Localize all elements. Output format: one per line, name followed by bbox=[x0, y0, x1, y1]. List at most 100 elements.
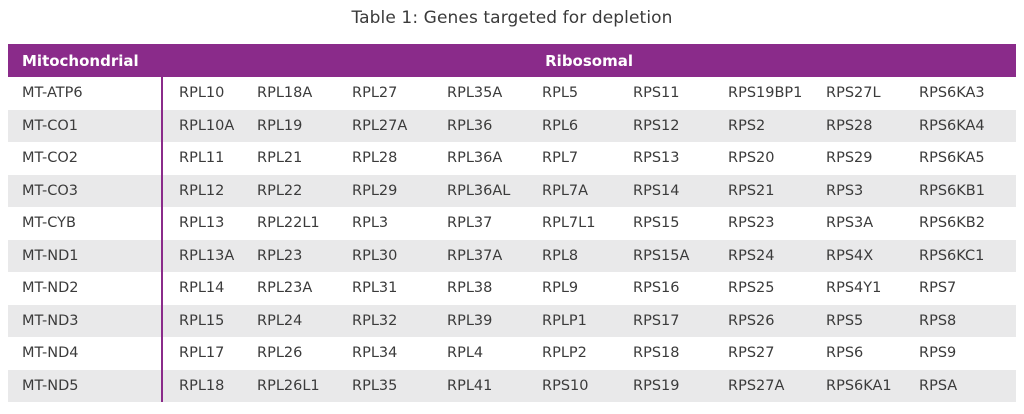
mitochondrial-gene-cell: MT-ATP6 bbox=[8, 77, 163, 110]
table-row: MT-CO1 RPL10A RPL19 RPL27A RPL36 RPL6 RPS12 RPS… bbox=[8, 109, 1017, 142]
ribosomal-gene-cell: RPL10 bbox=[179, 85, 225, 102]
ribosomal-gene-cell: RPL23 bbox=[257, 239, 352, 272]
ribosomal-gene-cell: RPL36A bbox=[447, 150, 503, 167]
genes-table-container: Mitochondrial Ribosomal MT-ATP6 RPL10 RPL1… bbox=[8, 44, 1017, 402]
ribosomal-gene-cell: RPS24 bbox=[728, 239, 826, 272]
ribosomal-gene-cell: RPL39 bbox=[447, 304, 542, 337]
ribosomal-gene-cell: RPS5 bbox=[826, 304, 919, 337]
ribosomal-gene-cell: RPL7A bbox=[542, 174, 633, 207]
ribosomal-gene-cell: RPS8 bbox=[919, 304, 1017, 337]
ribosomal-gene-cell: RPL35A bbox=[447, 85, 503, 102]
ribosomal-gene-cell: RPL41 bbox=[447, 369, 542, 402]
ribosomal-gene-cell: RPS12 bbox=[633, 109, 728, 142]
ribosomal-gene-cell: RPL37A bbox=[447, 239, 542, 272]
ribosomal-gene-cell: RPS6KB1 bbox=[919, 174, 1017, 207]
table-row: MT-CO2 RPL11 RPL21 RPL28 RPL36A RPL7 RPS13 RPS2… bbox=[8, 142, 1016, 175]
ribosomal-gene-cell: RPL6 bbox=[542, 109, 633, 142]
mitochondrial-gene-cell: MT-ND5 bbox=[8, 369, 163, 402]
ribosomal-header: Ribosomal bbox=[162, 44, 1017, 77]
table-row: MT-ND3 RPL15 RPL24 RPL32 RPL39 RPLP1 RPS17 RPS2… bbox=[8, 304, 1017, 337]
ribosomal-gene-cell: RPS28 bbox=[826, 109, 919, 142]
ribosomal-gene-cell: RPL38 bbox=[447, 280, 493, 297]
ribosomal-gene-cell: RPLP1 bbox=[542, 304, 633, 337]
ribosomal-gene-cell: RPS9 bbox=[919, 345, 957, 362]
ribosomal-gene-cell: RPS17 bbox=[633, 304, 728, 337]
ribosomal-gene-cell: RPS27 bbox=[728, 345, 775, 362]
ribosomal-gene-cell: RPS16 bbox=[633, 280, 680, 297]
ribosomal-gene-cell: RPS25 bbox=[728, 280, 775, 297]
genes-table: Mitochondrial Ribosomal MT-ATP6 RPL10 RPL1… bbox=[8, 44, 1017, 402]
ribosomal-gene-cell: RPL17 bbox=[179, 345, 225, 362]
ribosomal-gene-cell: RPL5 bbox=[542, 85, 579, 102]
ribosomal-gene-cell: RPS27A bbox=[728, 369, 826, 402]
mitochondrial-gene-cell: MT-CYB bbox=[8, 207, 163, 240]
ribosomal-gene-cell: RPL7L1 bbox=[542, 215, 596, 232]
ribosomal-gene-cell: RPL12 bbox=[162, 174, 257, 207]
table-row: MT-ND1 RPL13A RPL23 RPL30 RPL37A RPL8 RPS15A RP… bbox=[8, 239, 1017, 272]
ribosomal-gene-cell: RPS27L bbox=[826, 85, 881, 102]
ribosomal-gene-cell: RPS7 bbox=[919, 280, 957, 297]
ribosomal-gene-cell: RPL34 bbox=[352, 345, 398, 362]
ribosomal-gene-cell: RPS23 bbox=[728, 215, 775, 232]
table-row: MT-ND4 RPL17 RPL26 RPL34 RPL4 RPLP2 RPS18 RPS27… bbox=[8, 337, 1016, 370]
ribosomal-gene-cell: RPL22L1 bbox=[257, 215, 320, 232]
mitochondrial-gene-cell: MT-CO2 bbox=[8, 142, 163, 175]
ribosomal-gene-cell: RPL19 bbox=[257, 109, 352, 142]
table-row: MT-ND2 RPL14 RPL23A RPL31 RPL38 RPL9 RPS16 RPS2… bbox=[8, 272, 1016, 305]
ribosomal-gene-cell: RPS19 bbox=[633, 369, 728, 402]
ribosomal-gene-cell: RPL13 bbox=[179, 215, 225, 232]
ribosomal-gene-cell: RPL15 bbox=[162, 304, 257, 337]
ribosomal-gene-cell: RPL22 bbox=[257, 174, 352, 207]
mitochondrial-gene-cell: MT-CO1 bbox=[8, 109, 163, 142]
ribosomal-gene-cell: RPL18 bbox=[162, 369, 257, 402]
table-row: MT-CO3 RPL12 RPL22 RPL29 RPL36AL RPL7A RPS14 RP… bbox=[8, 174, 1017, 207]
ribosomal-gene-cell: RPS4Y1 bbox=[826, 280, 882, 297]
mitochondrial-gene-cell: MT-ND3 bbox=[8, 304, 163, 337]
ribosomal-gene-cell: RPS3A bbox=[826, 215, 874, 232]
ribosomal-gene-cell: RPS6KA1 bbox=[826, 369, 919, 402]
ribosomal-gene-cell: RPL11 bbox=[179, 150, 225, 167]
ribosomal-gene-cell: RPL18A bbox=[257, 85, 313, 102]
ribosomal-gene-cell: RPL35 bbox=[352, 369, 447, 402]
ribosomal-gene-cell: RPL36AL bbox=[447, 174, 542, 207]
ribosomal-gene-cell: RPS15A bbox=[633, 239, 728, 272]
header-row: Mitochondrial Ribosomal bbox=[8, 44, 1017, 77]
ribosomal-gene-cell: RPL29 bbox=[352, 174, 447, 207]
ribosomal-gene-cell: RPS29 bbox=[826, 150, 873, 167]
ribosomal-gene-cell: RPL4 bbox=[447, 345, 484, 362]
ribosomal-gene-cell: RPL37 bbox=[447, 215, 493, 232]
ribosomal-gene-cell: RPL27A bbox=[352, 109, 447, 142]
mitochondrial-gene-cell: MT-ND2 bbox=[8, 272, 163, 305]
table-row: MT-ATP6 RPL10 RPL18A RPL27 RPL35A RPL5 RPS11 RP… bbox=[8, 77, 1016, 110]
ribosomal-gene-cell: RPL7 bbox=[542, 150, 579, 167]
ribosomal-gene-cell: RPL24 bbox=[257, 304, 352, 337]
ribosomal-gene-cell: RPL26L1 bbox=[257, 369, 352, 402]
ribosomal-gene-cell: RPS6KA3 bbox=[919, 85, 985, 102]
ribosomal-gene-cell: RPSA bbox=[919, 369, 1017, 402]
ribosomal-gene-cell: RPS4X bbox=[826, 239, 919, 272]
table-row: MT-ND5 RPL18 RPL26L1 RPL35 RPL41 RPS10 RPS19 RP… bbox=[8, 369, 1017, 402]
ribosomal-gene-cell: RPS6 bbox=[826, 345, 864, 362]
ribosomal-gene-cell: RPS19BP1 bbox=[728, 85, 803, 102]
mitochondrial-gene-cell: MT-CO3 bbox=[8, 174, 163, 207]
ribosomal-gene-cell: RPS21 bbox=[728, 174, 826, 207]
ribosomal-gene-cell: RPS6KA5 bbox=[919, 150, 985, 167]
mitochondrial-header: Mitochondrial bbox=[8, 44, 162, 77]
ribosomal-gene-cell: RPL27 bbox=[352, 85, 398, 102]
table-row: MT-CYB RPL13 RPL22L1 RPL3 RPL37 RPL7L1 RPS15 RP… bbox=[8, 207, 1016, 240]
table-caption: Table 1: Genes targeted for depletion bbox=[351, 8, 673, 28]
ribosomal-gene-cell: RPS2 bbox=[728, 109, 826, 142]
ribosomal-gene-cell: RPS6KB2 bbox=[919, 215, 985, 232]
ribosomal-gene-cell: RPL32 bbox=[352, 304, 447, 337]
ribosomal-gene-cell: RPL23A bbox=[257, 280, 313, 297]
ribosomal-gene-cell: RPS15 bbox=[633, 215, 680, 232]
ribosomal-gene-cell: RPS26 bbox=[728, 304, 826, 337]
ribosomal-gene-cell: RPL36 bbox=[447, 109, 542, 142]
ribosomal-gene-cell: RPL9 bbox=[542, 280, 579, 297]
ribosomal-gene-cell: RPL13A bbox=[162, 239, 257, 272]
ribosomal-gene-cell: RPS20 bbox=[728, 150, 775, 167]
ribosomal-gene-cell: RPS18 bbox=[633, 345, 680, 362]
ribosomal-gene-cell: RPS13 bbox=[633, 150, 680, 167]
ribosomal-gene-cell: RPS3 bbox=[826, 174, 919, 207]
ribosomal-gene-cell: RPLP2 bbox=[542, 345, 587, 362]
